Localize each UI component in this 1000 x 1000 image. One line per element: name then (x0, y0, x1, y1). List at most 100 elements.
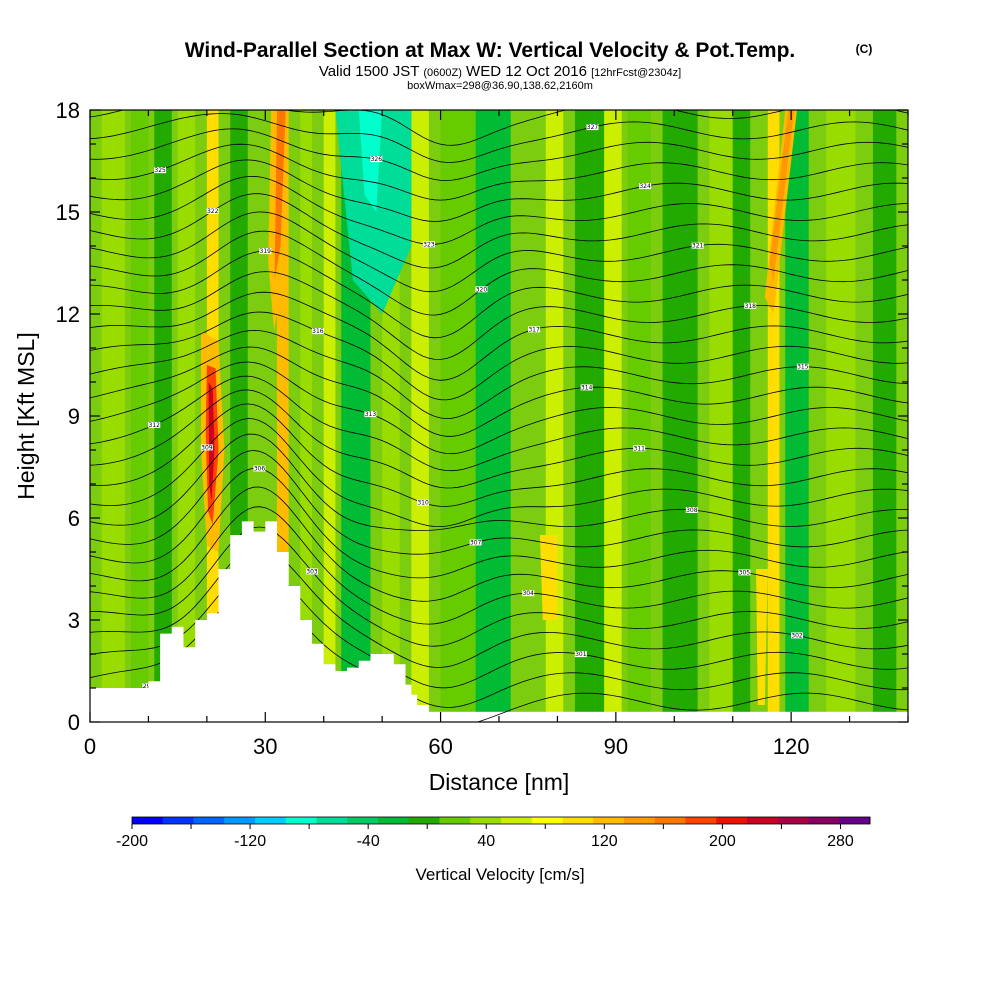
title-copyright-mark: (C) (856, 42, 873, 56)
contour-label-bg (422, 241, 435, 248)
velocity-band (545, 110, 564, 722)
colorbar-segment (347, 817, 379, 824)
colorbar-segment (162, 817, 194, 824)
contour-label-bg (574, 651, 587, 658)
velocity-band (709, 110, 733, 722)
theta-contour (90, 346, 908, 437)
contour-label-bg (691, 242, 704, 249)
contour-label-bg (744, 302, 757, 309)
theta-contour (90, 110, 908, 146)
theta-contour (90, 506, 908, 625)
contour-label: 317 (528, 326, 540, 333)
colorbar-segment (716, 817, 748, 824)
contour-label-bg (639, 183, 652, 190)
colorbar-segment (439, 817, 471, 824)
terrain (90, 521, 441, 722)
contour-label: 303 (306, 568, 318, 575)
colorbar-tick-label: 120 (591, 833, 618, 850)
contour-label-bg (738, 569, 751, 576)
x-tick-label: 60 (428, 734, 452, 759)
colorbar-segment (470, 817, 502, 824)
contour-label: 319 (260, 248, 272, 255)
y-tick-label: 12 (56, 302, 80, 327)
velocity-cell (208, 382, 215, 501)
velocity-band (177, 110, 196, 722)
axes: 0 30 60 90 120 0 3 6 9 12 15 18 (56, 98, 909, 759)
contour-label-bg (206, 208, 219, 215)
contour-label: 321 (692, 243, 704, 250)
velocity-band (154, 110, 172, 722)
below-ground-fill (428, 711, 908, 722)
x-tick-label: 30 (253, 734, 277, 759)
colorbar-segment (255, 817, 287, 824)
contour-label: 310 (417, 500, 429, 507)
contour-label: 325 (154, 167, 166, 174)
theta-contour (90, 159, 908, 222)
y-tick-label: 15 (56, 200, 80, 225)
contour-label: 302 (791, 632, 803, 639)
subtitle-forecast: [12hrFcst@2304z] (591, 67, 681, 79)
contour-label: 318 (745, 303, 757, 310)
theta-contour (90, 361, 908, 455)
colorbar-segment (839, 817, 871, 824)
colorbar-tick-label: 40 (477, 833, 495, 850)
contour-label: 309 (201, 444, 213, 451)
colorbar: -200 -120 -40 40 120 200 280 (116, 816, 871, 850)
velocity-band (785, 110, 809, 722)
chart-subtitle: Valid 1500 JST (0600Z) WED 12 Oct 2016 [… (319, 63, 681, 80)
theta-contour (90, 128, 908, 181)
theta-contour (90, 113, 908, 163)
velocity-cell (274, 110, 286, 280)
colorbar-segment (685, 817, 717, 824)
y-tick-label: 3 (68, 608, 80, 633)
contour-label-bg (200, 444, 213, 451)
contour-label: 324 (639, 183, 651, 190)
colorbar-segment (224, 817, 256, 824)
subtitle-utc: (0600Z) (423, 67, 462, 79)
contour-label: 308 (686, 507, 698, 514)
velocity-band (130, 110, 149, 722)
theta-contour (90, 311, 908, 401)
contour-label: 313 (365, 411, 377, 418)
velocity-band (323, 110, 336, 722)
velocity-band (300, 110, 313, 722)
contour-label-bg (311, 328, 324, 335)
x-axis-label: Distance [nm] (429, 769, 570, 795)
theta-contour (90, 291, 908, 381)
contour-label-bg (417, 499, 430, 506)
contour-label: 304 (522, 590, 534, 597)
contour-label-bg (475, 286, 488, 293)
contour-label: 322 (207, 208, 219, 215)
box-info: boxWmax=298@36.90,138.62,2160m (407, 80, 593, 92)
colorbar-segment (747, 817, 779, 824)
colorbar-segment (408, 817, 440, 824)
velocity-band (662, 110, 698, 722)
contour-label-bg (796, 363, 809, 370)
contour-label: 306 (254, 466, 266, 473)
colorbar-segment (501, 817, 533, 824)
theta-contour (90, 389, 908, 489)
theta-contour (90, 250, 908, 339)
contour-label-bg (154, 167, 167, 174)
theta-contour (90, 403, 908, 507)
contour-label-bg (586, 124, 599, 131)
colorbar-segment (654, 817, 686, 824)
theta-contour (90, 486, 908, 602)
contour-label: 301 (575, 651, 587, 658)
colorbar-tick-label: 280 (827, 833, 854, 850)
theta-contour (90, 467, 908, 579)
contour-label: 305 (739, 569, 751, 576)
contour-label: 320 (476, 286, 488, 293)
contour-label-bg (253, 465, 266, 472)
colorbar-segment (193, 817, 225, 824)
contour-label-bg (790, 632, 803, 639)
theta-contour (90, 175, 908, 245)
theta-contour (90, 230, 908, 316)
colorbar-segment (285, 817, 317, 824)
subtitle-valid: Valid 1500 JST (319, 63, 419, 80)
contour-label: 323 (423, 241, 435, 248)
contour-label-bg (370, 156, 383, 163)
theta-contour (90, 526, 908, 647)
colorbar-label: Vertical Velocity [cm/s] (415, 865, 584, 884)
colorbar-tick-label: -200 (116, 833, 148, 850)
